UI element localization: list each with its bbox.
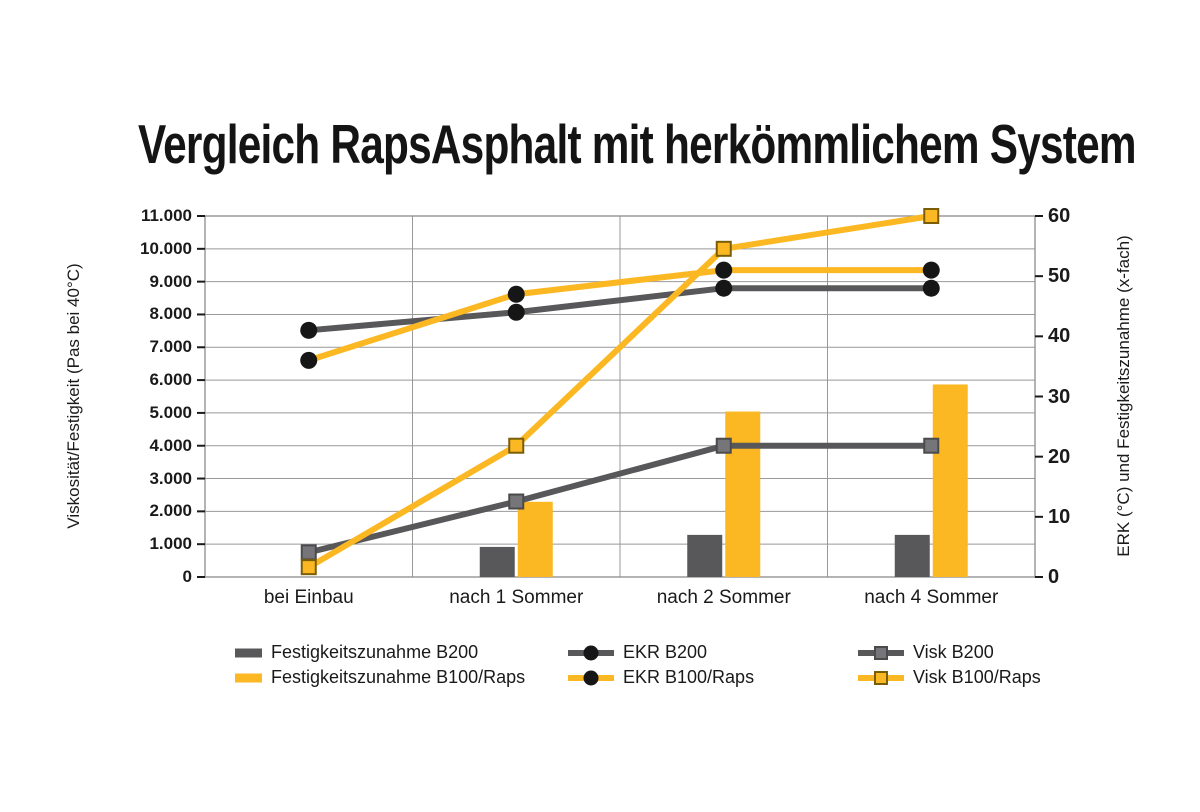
line-ekr-b200: [308, 285, 932, 334]
legend-marker-black-circle-icon: [583, 670, 599, 685]
left-axis-tick-label: 0: [182, 567, 192, 586]
line-visk-b200: [308, 442, 932, 556]
left-axis-tick-label: 4.000: [149, 435, 192, 455]
legend-swatch-line-icon: [568, 670, 614, 685]
right-axis-tick-label: 20: [1048, 445, 1071, 468]
legend-swatch-bar-icon: [235, 673, 262, 682]
bar-festigkeitszunahme-b100-raps: [932, 384, 968, 577]
x-axis-category-label: nach 1 Sommer: [449, 587, 584, 608]
legend-swatch-line-icon: [568, 645, 614, 660]
marker-black-circle-ekr-b100-raps: [715, 261, 733, 279]
right-axis-tick-label: 50: [1048, 265, 1071, 288]
marker-black-circle-ekr-b100-raps: [922, 261, 940, 279]
line-visk-b100-raps: [307, 213, 932, 570]
legend-bar-swatch: [235, 673, 262, 682]
legend-bar-swatch: [235, 648, 262, 657]
right-axis-tick-label: 60: [1048, 205, 1071, 227]
legend-marker-gray-square-icon: [874, 645, 888, 660]
legend-label: EKR B100/Raps: [623, 667, 755, 687]
legend-swatch-bar-icon: [235, 648, 262, 657]
legend-label: Visk B100/Raps: [913, 667, 1041, 687]
right-axis-tick-label: 30: [1048, 385, 1071, 408]
right-axis-tick-label: 40: [1048, 325, 1071, 348]
left-axis-tick-label: 6.000: [149, 370, 192, 390]
legend-label: Festigkeitszunahme B100/Raps: [271, 667, 526, 687]
x-axis-category-label: bei Einbau: [263, 587, 354, 608]
bar-festigkeitszunahme-b100-raps: [517, 501, 553, 577]
left-axis-tick-label: 2.000: [149, 501, 192, 521]
marker-yellow-square-visk-b100-raps: [715, 240, 732, 257]
legend-label: Festigkeitszunahme B200: [271, 642, 479, 662]
marker-yellow-square-visk-b100-raps: [923, 208, 940, 224]
line-ekr-b100-raps: [307, 267, 932, 364]
marker-black-circle-ekr-b200: [507, 303, 525, 321]
left-axis-tick-label: 9.000: [149, 271, 192, 291]
left-axis-tick-label: 3.000: [149, 468, 192, 488]
legend-item-visk-b200: Visk B200: [858, 640, 1041, 665]
right-axis-tick-label: 10: [1048, 505, 1071, 528]
marker-black-circle-ekr-b100-raps: [300, 351, 318, 369]
legend-label: Visk B200: [913, 642, 994, 662]
legend-label: EKR B200: [623, 642, 708, 662]
bar-festigkeitszunahme-b100-raps: [725, 411, 761, 577]
legend-item-festigkeitszunahme-b100-raps: Festigkeitszunahme B100/Raps: [235, 665, 568, 690]
bar-festigkeitszunahme-b200: [894, 534, 930, 577]
left-axis-tick-label: 5.000: [149, 402, 192, 422]
marker-gray-square-visk-b200: [300, 544, 317, 561]
marker-gray-square-visk-b200: [923, 437, 940, 454]
marker-yellow-square-visk-b100-raps: [300, 559, 317, 576]
left-axis-tick-label: 11.000: [140, 206, 192, 225]
legend-swatch-line-icon: [858, 670, 904, 685]
marker-yellow-square-visk-b100-raps: [508, 437, 525, 454]
legend-item-visk-b100-raps: Visk B100/Raps: [858, 665, 1041, 690]
legend-marker-yellow-square-icon: [874, 670, 888, 685]
marker-black-circle-ekr-b200: [922, 279, 940, 297]
x-axis-category-label: nach 2 Sommer: [656, 587, 791, 608]
left-axis-tick-label: 1.000: [149, 534, 192, 554]
legend-item-ekr-b100-raps: EKR B100/Raps: [568, 665, 858, 690]
left-axis-tick-label: 7.000: [149, 337, 192, 357]
right-axis-tick-label: 0: [1048, 566, 1060, 588]
legend-item-ekr-b200: EKR B200: [568, 640, 858, 665]
marker-gray-square-visk-b200: [508, 493, 525, 510]
chart-title: Vergleich RapsAsphalt mit herkömmlichem …: [138, 113, 1137, 175]
bar-festigkeitszunahme-b200: [479, 546, 515, 577]
marker-black-circle-ekr-b200: [715, 279, 733, 297]
marker-black-circle-ekr-b100-raps: [507, 285, 525, 303]
left-axis-tick-label: 10.000: [140, 238, 192, 258]
legend-swatch-line-icon: [858, 645, 904, 660]
legend-marker-black-circle-icon: [583, 645, 599, 660]
x-axis-category-label: nach 4 Sommer: [864, 587, 999, 608]
marker-gray-square-visk-b200: [715, 437, 732, 454]
legend: Festigkeitszunahme B200 Festigkeitszunahm…: [235, 640, 1041, 690]
left-axis-tick-label: 8.000: [149, 304, 192, 324]
legend-item-festigkeitszunahme-b200: Festigkeitszunahme B200: [235, 640, 568, 665]
bar-festigkeitszunahme-b200: [687, 534, 723, 577]
marker-black-circle-ekr-b200: [300, 321, 318, 339]
